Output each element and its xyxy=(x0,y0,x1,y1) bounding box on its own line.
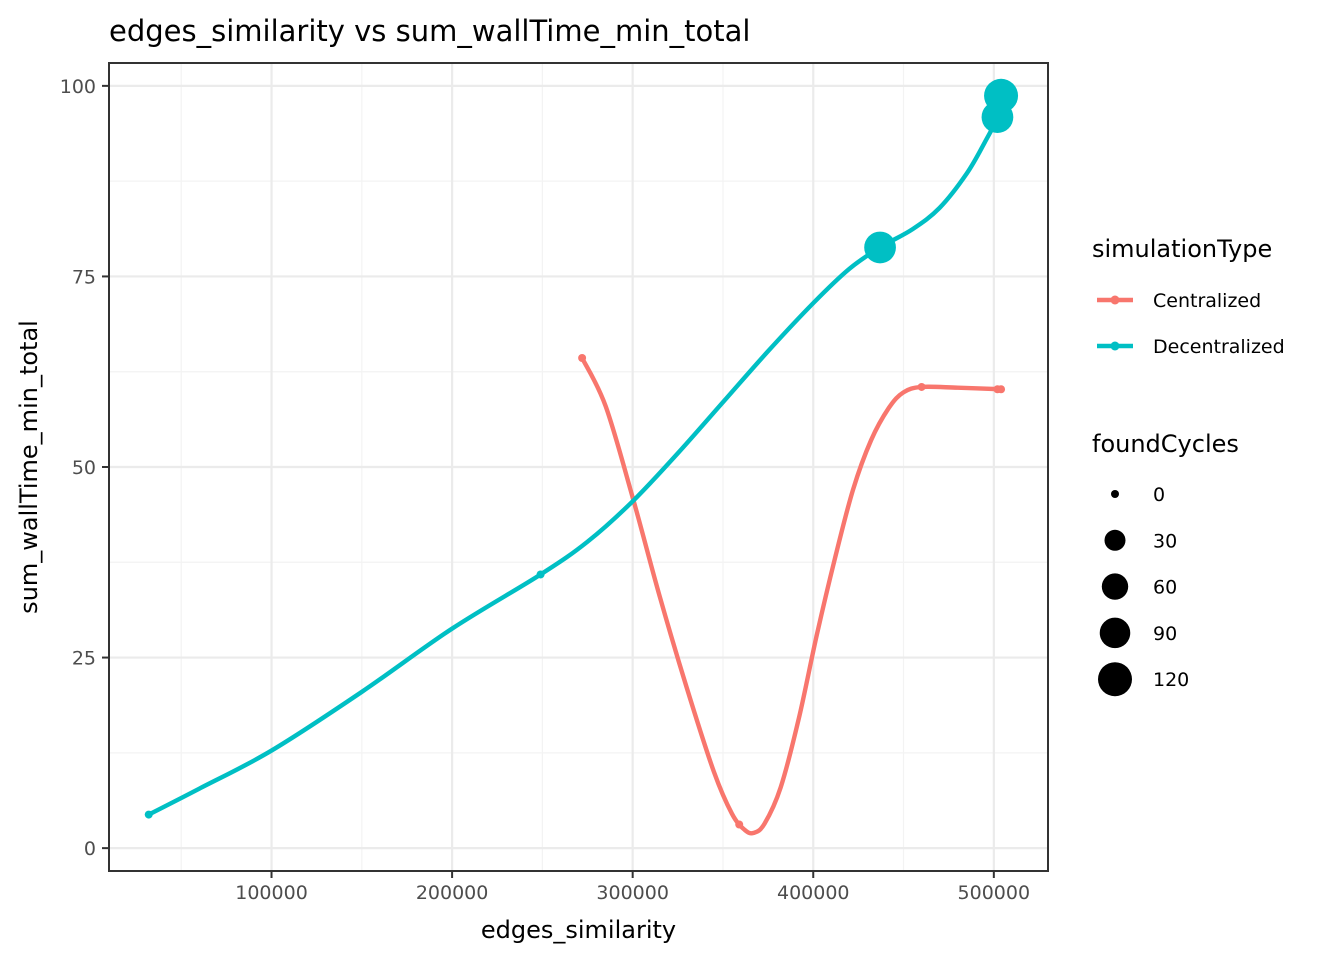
chart-title: edges_similarity vs sum_wallTime_min_tot… xyxy=(109,14,750,48)
legend-size-key xyxy=(1101,573,1129,600)
legend-size-title: foundCycles xyxy=(1092,430,1239,458)
x-axis-title: edges_similarity xyxy=(481,916,676,944)
legend-color-title: simulationType xyxy=(1092,235,1272,263)
y-axis-title: sum_wallTime_min_total xyxy=(15,320,43,614)
data-point-decentralized xyxy=(984,78,1019,113)
x-tick-label: 100000 xyxy=(235,882,308,904)
data-point-decentralized xyxy=(864,231,896,264)
plot-panel: 100000 200000 300000 400000 500000 0 25 50 75 100 xyxy=(60,62,1049,904)
x-tick-label: 500000 xyxy=(958,882,1031,904)
legend-label-centralized: Centralized xyxy=(1153,290,1261,312)
legend-size-label: 120 xyxy=(1153,669,1189,691)
legend-size-label: 0 xyxy=(1153,484,1165,506)
legend-size-label: 30 xyxy=(1153,530,1177,552)
y-tick-label: 50 xyxy=(72,457,96,479)
data-point-centralized xyxy=(917,382,926,391)
x-tick-label: 200000 xyxy=(416,882,489,904)
legend-size-key xyxy=(1111,490,1119,498)
y-tick-label: 25 xyxy=(72,648,96,670)
legend-size-label: 90 xyxy=(1153,623,1177,645)
data-point-centralized xyxy=(578,353,587,362)
data-point-centralized xyxy=(997,385,1006,394)
legend-key-point-centralized xyxy=(1110,295,1120,305)
legend-label-decentralized: Decentralized xyxy=(1153,336,1285,358)
legend-size-key xyxy=(1104,529,1126,551)
y-tick-label: 0 xyxy=(84,838,96,860)
data-point-centralized xyxy=(735,820,744,829)
legend-size-label: 60 xyxy=(1153,577,1177,599)
legend-size-key xyxy=(1099,617,1131,649)
panel-border xyxy=(108,62,1049,872)
x-tick-label: 400000 xyxy=(777,882,850,904)
series-line-decentralized xyxy=(146,93,1004,817)
legend-size-key xyxy=(1098,662,1132,697)
data-point-decentralized xyxy=(144,810,153,819)
y-tick-label: 75 xyxy=(72,266,96,288)
legend-key-point-decentralized xyxy=(1110,341,1120,351)
x-tick-label: 300000 xyxy=(596,882,669,904)
series-line-centralized xyxy=(579,355,1004,836)
data-point-decentralized xyxy=(536,570,545,579)
legend: simulationType foundCycles Centralized De… xyxy=(1092,235,1285,697)
y-tick-label: 100 xyxy=(60,76,96,98)
